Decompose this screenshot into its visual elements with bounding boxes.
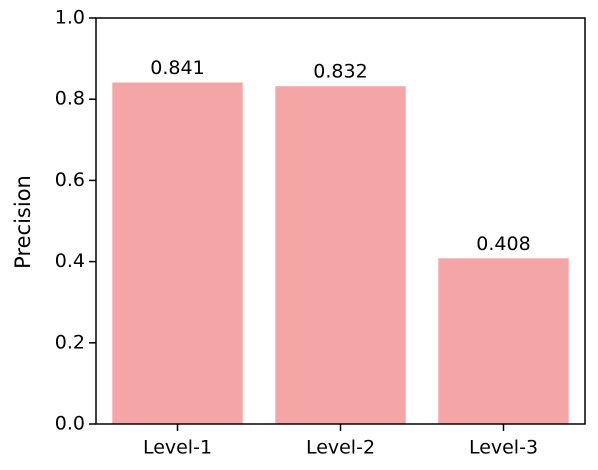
- y-tick-label: 0.6: [55, 169, 85, 191]
- bar: [275, 86, 406, 424]
- y-axis-label: Precision: [11, 175, 35, 269]
- y-tick-label: 0.0: [55, 413, 85, 435]
- x-tick-label: Level-2: [306, 437, 375, 459]
- plot-frame: [95, 17, 586, 425]
- y-tick-label: 0.2: [55, 331, 85, 353]
- y-tick-label: 0.8: [55, 88, 85, 110]
- data-label: 0.841: [150, 57, 204, 79]
- y-tick-label: 0.4: [55, 250, 85, 272]
- x-tick-label: Level-3: [469, 437, 538, 459]
- bar: [438, 258, 569, 424]
- x-tick-label: Level-1: [143, 437, 212, 459]
- data-label: 0.408: [476, 233, 530, 255]
- data-label: 0.832: [313, 61, 367, 83]
- bar: [112, 82, 243, 424]
- y-tick-label: 1.0: [55, 7, 85, 29]
